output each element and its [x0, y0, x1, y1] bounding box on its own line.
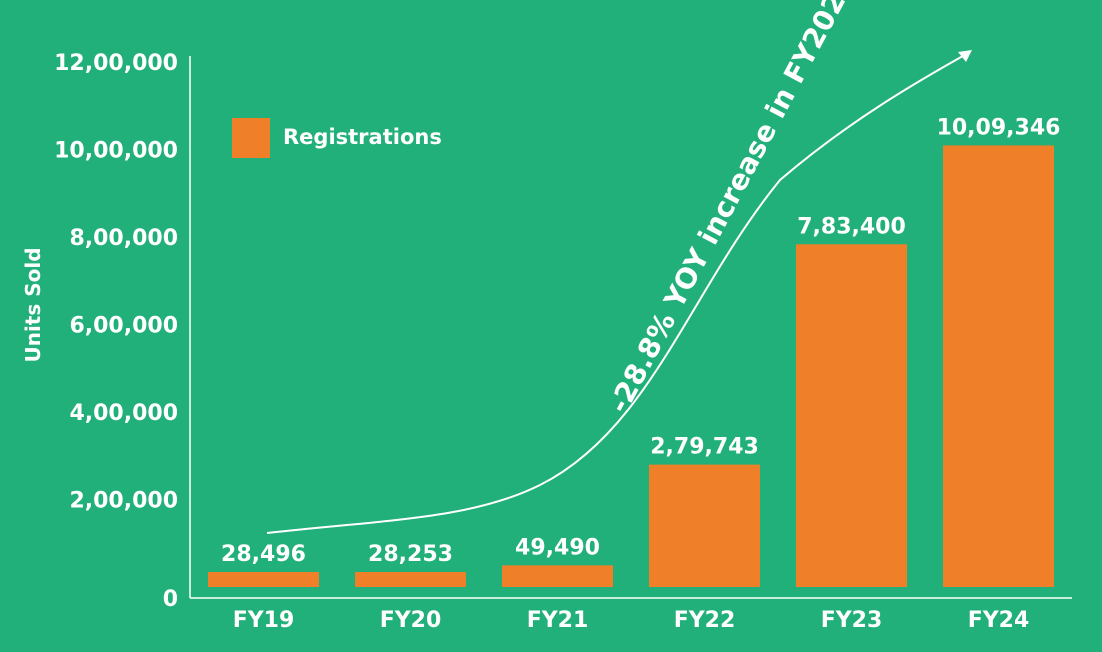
x-tick-label-fy20: FY20 — [380, 608, 442, 633]
y-tick-label: 0 — [163, 587, 178, 612]
data-label-fy24: 10,09,346 — [937, 115, 1061, 140]
bar-fy20 — [355, 572, 466, 587]
x-tick-label-fy21: FY21 — [527, 608, 589, 633]
legend-label: Registrations — [283, 125, 442, 149]
data-label-fy23: 7,83,400 — [797, 214, 906, 239]
trend-arrow — [266, 51, 971, 534]
data-label-fy20: 28,253 — [368, 542, 453, 567]
bar-fy19 — [208, 572, 319, 587]
y-tick-label: 6,00,000 — [69, 314, 178, 339]
bars — [208, 145, 1054, 587]
x-tick-label-fy24: FY24 — [968, 608, 1030, 633]
data-label-fy19: 28,496 — [221, 542, 306, 567]
y-tick-label: 2,00,000 — [69, 489, 178, 514]
x-tick-label-fy23: FY23 — [821, 608, 883, 633]
data-label-fy22: 2,79,743 — [650, 435, 759, 460]
legend-swatch — [232, 118, 270, 158]
bar-fy23 — [796, 244, 907, 587]
legend: Registrations — [232, 118, 442, 158]
data-label-fy21: 49,490 — [515, 535, 600, 560]
x-axis: FY19 FY20 FY21 FY22 FY23 FY24 — [190, 597, 1072, 633]
bar-fy22 — [649, 464, 760, 587]
bar-fy21 — [502, 565, 613, 587]
bar-fy24 — [943, 145, 1054, 587]
y-tick-label: 10,00,000 — [54, 139, 178, 164]
y-axis: 0 2,00,000 4,00,000 6,00,000 8,00,000 10,00,0… — [54, 51, 191, 612]
y-tick-label: 8,00,000 — [69, 226, 178, 251]
data-labels: 28,496 28,253 49,490 2,79,743 7,83,400 10,09,… — [221, 115, 1060, 567]
arrowhead-icon — [958, 50, 972, 62]
x-tick-label-fy19: FY19 — [233, 608, 295, 633]
x-tick-label-fy22: FY22 — [674, 608, 736, 633]
y-axis-label: Units Sold — [21, 247, 45, 362]
y-tick-label: 4,00,000 — [69, 401, 178, 426]
y-tick-label: 12,00,000 — [54, 51, 178, 76]
